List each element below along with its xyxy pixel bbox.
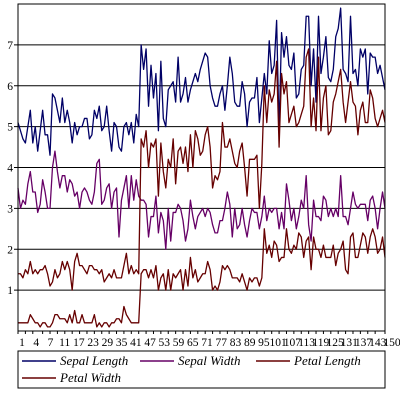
x-tick-label: 7 <box>48 337 54 349</box>
legend: Sepal Length Sepal Width Petal Length Petal… <box>17 350 386 389</box>
y-tick-label: 7 <box>7 40 13 52</box>
x-tick-label: 59 <box>173 337 185 349</box>
y-tick-label: 4 <box>7 163 13 175</box>
x-tick-label: 41 <box>130 337 142 349</box>
series-line-sepal-width <box>17 150 386 250</box>
x-tick-label: 77 <box>215 337 227 349</box>
series-line-petal-width <box>18 228 386 328</box>
x-tick-label: 17 <box>73 337 85 349</box>
legend-label-sepal-width: Sepal Width <box>178 353 240 368</box>
legend-frame <box>17 350 386 389</box>
x-tick-label: 125 <box>326 337 344 349</box>
series-line-sepal-length <box>17 7 386 156</box>
x-tick-label: 113 <box>298 337 315 349</box>
x-tick-label: 23 <box>87 337 99 349</box>
x-tick-label: 131 <box>341 337 359 349</box>
legend-label-petal-length: Petal Length <box>293 353 361 368</box>
x-tick-label: 101 <box>270 337 288 349</box>
x-tick-label: 83 <box>230 337 242 349</box>
x-tick-label: 137 <box>355 337 373 349</box>
y-tick-label: 3 <box>7 203 13 215</box>
x-tick-label: 119 <box>312 337 329 349</box>
x-tick-label: 89 <box>244 337 256 349</box>
x-tick-label: 53 <box>159 337 171 349</box>
y-tick-label: 6 <box>7 81 13 93</box>
series-lines <box>17 7 386 328</box>
legend-label-petal-width: Petal Width <box>59 370 121 385</box>
x-tick-label: 150 <box>383 337 400 349</box>
x-tick-label: 47 <box>144 337 156 349</box>
x-tick-label: 35 <box>116 337 128 349</box>
x-tick-label: 71 <box>201 337 213 349</box>
x-tick-label: 29 <box>102 337 114 349</box>
y-tick-label: 2 <box>7 244 13 256</box>
x-tick-label: 107 <box>284 337 302 349</box>
x-tick-label: 143 <box>369 337 387 349</box>
x-tick-label: 65 <box>187 337 199 349</box>
x-tick-label: 4 <box>33 337 39 349</box>
series-line-petal-length <box>18 48 386 291</box>
y-tick-label: 1 <box>7 285 13 297</box>
y-tick-label: 5 <box>7 122 13 134</box>
x-tick-label: 95 <box>258 337 270 349</box>
x-tick-label: 1 <box>19 337 25 349</box>
legend-label-sepal-length: Sepal Length <box>60 353 128 368</box>
x-tick-label: 11 <box>59 337 70 349</box>
